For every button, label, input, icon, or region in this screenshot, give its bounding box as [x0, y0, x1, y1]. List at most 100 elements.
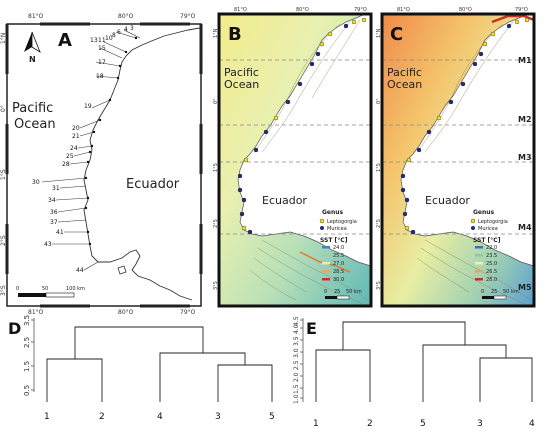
panel-b-sst-1: 24.0 — [333, 245, 344, 251]
panel-c-contours — [416, 21, 532, 305]
panel-b-lon-80: 80°O — [296, 7, 309, 13]
panel-c-sst-5: 28.0 — [486, 277, 497, 283]
panel-b-points — [237, 17, 367, 235]
panel-c: 81°O 80°O 79°O 1°N 0° 1°S 2°S 3°S C Paci… — [376, 7, 536, 308]
site-label-21: 21 — [72, 133, 80, 140]
panel-e-tree — [315, 321, 533, 402]
panel-a-frame — [6, 23, 202, 307]
panel-b-lat-2s: 2°S — [213, 219, 219, 228]
panel-b-scale-bar: 0 25 50 km — [324, 289, 362, 300]
panel-b-lon-79: 79°O — [354, 7, 367, 13]
panel-c-lat-0: 0° — [376, 98, 382, 104]
panel-e-leaf-5: 5 — [420, 419, 426, 429]
panel-e-ytick-2.5: 2.5 — [293, 360, 300, 370]
panel-c-ocean-line2: Ocean — [387, 78, 422, 91]
panel-a-lon-80-bottom: 80°O — [118, 309, 134, 316]
panel-c-lon-81: 81°O — [397, 7, 410, 13]
panel-c-sst-2: 23.5 — [486, 253, 497, 259]
panel-b-frame — [217, 12, 373, 308]
panel-e-ytick-2.0: 2.0 — [293, 372, 300, 382]
panel-e-ytick-4.0: 4.0 — [293, 324, 300, 334]
panel-b-sst-2: 25.5 — [333, 253, 344, 259]
site-label-4: 4 — [124, 26, 128, 33]
panel-e-ytick-1.0: 1.0 — [293, 394, 300, 404]
panel-b-sst-4: 28.5 — [333, 269, 344, 275]
panel-c-country: Ecuador — [425, 194, 470, 207]
panel-a-ocean-line1: Pacific — [12, 101, 53, 116]
panel-a-letter: A — [58, 30, 72, 51]
panel-c-land — [400, 13, 535, 267]
site-label-3: 3 — [130, 25, 134, 32]
site-label-34: 34 — [48, 197, 56, 204]
site-label-11: 11 — [98, 37, 106, 44]
panel-c-ocean-line1: Pacific — [387, 66, 422, 79]
scale-b-0: 0 — [324, 289, 327, 295]
panel-c-legend-genus-title: Genus — [473, 209, 495, 216]
panel-b-legend: Genus Leptogorgia Muricea SST [°C] 24.0 … — [319, 209, 357, 283]
panel-a-lon-81-bottom: 81°O — [28, 309, 44, 316]
site-label-19: 19 — [84, 103, 92, 110]
panel-c-sst-1: 22.0 — [486, 245, 497, 251]
panel-b-ocean-line2: Ocean — [224, 78, 259, 91]
north-arrow-icon: N — [24, 31, 41, 64]
panel-a-lat-3s: 3°S — [0, 285, 7, 296]
panel-b-lon-81: 81°O — [234, 7, 247, 13]
panel-b-legend-lepto: Leptogorgia — [327, 219, 357, 225]
panel-a-frame-bars — [5, 22, 203, 308]
panel-a-lat-0: 0° — [0, 105, 7, 112]
panel-a-site-leaders — [41, 29, 141, 271]
scale-b-25: 25 — [334, 289, 340, 295]
panel-c-lon-80: 80°O — [459, 7, 472, 13]
panel-d: D 0.5 1.5 2.5 3.5 1 2 4 3 5 — [8, 315, 275, 422]
panel-a-lon-79-bottom: 79°O — [180, 309, 196, 316]
panel-e-ytick-1.5: 1.5 — [293, 384, 300, 394]
site-label-6: 6 — [117, 29, 121, 36]
panel-d-y-ticks — [31, 319, 34, 391]
panel-b-sst-3: 27.0 — [333, 261, 344, 267]
panel-a-lon-79: 79°O — [180, 13, 196, 20]
site-label-37: 37 — [50, 219, 58, 226]
panel-c-lon-79: 79°O — [515, 7, 528, 13]
panel-b: 81°O 80°O 79°O 1°N 0° 1°S 2°S 3°S B Paci… — [213, 7, 373, 308]
panel-c-scale-bar: 0 25 50 km — [481, 289, 519, 300]
scale-a-50: 50 — [42, 286, 48, 292]
zone-label-m3: M3 — [518, 153, 532, 162]
site-label-13: 13 — [90, 37, 98, 44]
panel-c-coast-warm — [491, 14, 535, 24]
panel-b-lat-0: 0° — [213, 98, 219, 104]
panel-c-sst-4: 26.5 — [486, 269, 497, 275]
panel-d-leaf-1: 1 — [44, 412, 50, 422]
site-label-8: 8 — [112, 32, 116, 39]
north-label: N — [29, 55, 36, 64]
panel-a-island — [117, 265, 127, 275]
panel-c-lat-3s: 3°S — [376, 281, 382, 290]
panel-c-legend-sst-title: SST [°C] — [473, 237, 501, 244]
panel-b-lat-1n: 1°N — [213, 28, 219, 38]
site-label-15: 15 — [98, 45, 106, 52]
scale-c-0: 0 — [481, 289, 484, 295]
site-label-43: 43 — [44, 241, 52, 248]
site-label-17: 17 — [98, 59, 106, 66]
panel-b-contours — [249, 19, 369, 305]
panel-a-scale-bar: 0 50 100 km — [16, 286, 85, 298]
site-label-10: 10 — [105, 35, 113, 42]
panel-e-letter: E — [306, 319, 317, 338]
panel-d-ytick-2.5: 2.5 — [23, 337, 31, 348]
panel-d-leaf-4: 4 — [157, 412, 163, 422]
panel-c-lat-2s: 2°S — [376, 219, 382, 228]
panel-d-leaf-2: 2 — [99, 412, 105, 422]
panel-a-coastline — [83, 27, 201, 301]
panel-d-ytick-0.5: 0.5 — [23, 385, 31, 396]
panel-d-letter: D — [8, 319, 21, 338]
panel-c-frame — [380, 12, 536, 308]
site-label-36: 36 — [50, 209, 58, 216]
panel-e-ytick-3.5: 3.5 — [293, 336, 300, 346]
panel-e-ytick-3.0: 3.0 — [293, 348, 300, 358]
panel-e-y-ticks — [300, 319, 303, 399]
zone-label-m1: M1 — [518, 56, 532, 65]
site-label-30: 30 — [32, 179, 40, 186]
panel-b-ocean-line1: Pacific — [224, 66, 259, 79]
panel-c-letter: C — [390, 24, 403, 45]
site-label-18: 18 — [96, 73, 104, 80]
